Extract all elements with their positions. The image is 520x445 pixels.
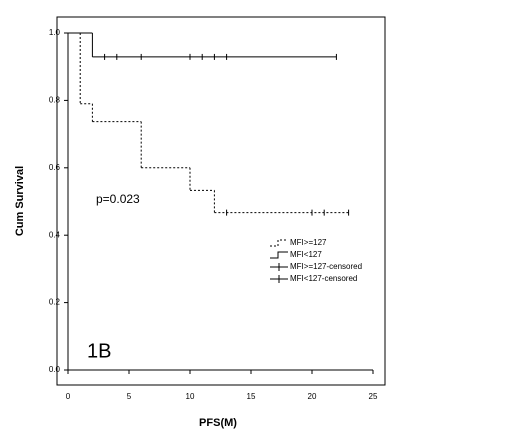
x-tick-label: 20 [308, 392, 317, 401]
y-tick-label: 0.2 [49, 298, 61, 307]
y-tick-label: 0.4 [49, 230, 61, 239]
x-tick-label: 10 [186, 392, 195, 401]
legend-label: MFI>=127 [290, 238, 327, 247]
legend-label: MFI<127 [290, 250, 322, 259]
y-tick-label: 0.6 [49, 163, 61, 172]
y-tick-label: 0.8 [49, 96, 61, 105]
legend-swatch [270, 251, 288, 259]
x-tick-label: 25 [369, 392, 378, 401]
legend-swatch [270, 239, 288, 247]
x-axis-label: PFS(M) [199, 417, 237, 429]
y-tick-label: 0.0 [49, 365, 61, 374]
legend-label: MFI>=127-censored [290, 262, 362, 271]
legend-label: MFI<127-censored [290, 274, 357, 283]
y-tick-label: 1.0 [49, 28, 61, 37]
p-value: p=0.023 [96, 192, 140, 206]
plot-frame [56, 16, 386, 386]
x-tick-label: 0 [66, 392, 71, 401]
panel-label: 1B [87, 340, 111, 362]
x-tick-label: 5 [127, 392, 132, 401]
x-tick-label: 15 [247, 392, 256, 401]
y-axis-label: Cum Survival [14, 166, 26, 236]
